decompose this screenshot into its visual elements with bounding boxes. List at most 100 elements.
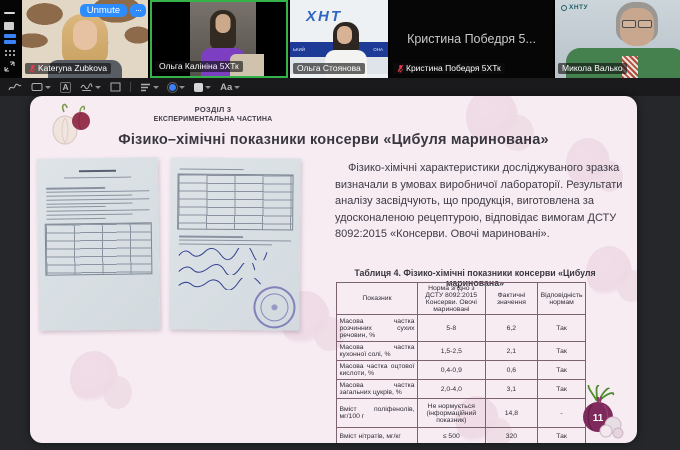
chevron-down-icon: [234, 85, 241, 89]
table-cell: ≤ 500: [416, 427, 486, 443]
table-cell: Масова частка загальних цукрів, %: [336, 379, 418, 399]
table-cell: 3,1: [484, 379, 539, 399]
slide-section-header: РОЗДІЛ 3 ЕКСПЕРИМЕНТАЛЬНА ЧАСТИНА: [108, 105, 318, 123]
chevron-down-icon: [95, 85, 102, 89]
onion-watermark: [566, 138, 624, 192]
table-header-cell: Фактичні значення: [484, 282, 539, 315]
table-cell: 2,0-4,0: [416, 379, 486, 399]
muted-mic-icon: [397, 64, 404, 73]
scanned-document-page-1: [36, 157, 161, 331]
university-logo: ХНТУ: [561, 4, 588, 11]
table-cell: -: [537, 398, 586, 428]
section-subtitle: ЕКСПЕРИМЕНТАЛЬНА ЧАСТИНА: [153, 116, 273, 123]
signature-tool-icon[interactable]: [80, 82, 102, 92]
chevron-down-icon: [179, 85, 186, 89]
expand-view-icon[interactable]: [4, 61, 15, 72]
slide-paragraph: Фізико-хімічні характеристики досліджува…: [335, 162, 623, 240]
annotation-toolbar: A Aa: [0, 78, 680, 96]
slide-title: Фізико–хімічні показники консерви «Цибул…: [118, 132, 549, 148]
speaker-view-icon[interactable]: [4, 22, 14, 30]
line-weight-icon[interactable]: [140, 83, 160, 92]
text-style-button[interactable]: Aa: [220, 82, 241, 93]
table-cell: 14,8: [484, 398, 539, 428]
participant-tile-kateryna[interactable]: Unmute ··· Kateryna Zubkova: [22, 0, 148, 78]
participant-name: Кристина Победря 5ХТк: [406, 63, 501, 73]
onion-watermark: [466, 96, 534, 151]
table-cell: 5-8: [416, 314, 486, 342]
muted-mic-icon: [29, 64, 36, 73]
signature-icon: [178, 247, 268, 261]
name-tag: Kateryna Zubkova: [25, 63, 111, 74]
grid-view-icon[interactable]: [4, 49, 16, 58]
video-gallery-strip: Unmute ··· Kateryna Zubkova Ольга Каліні: [0, 0, 680, 78]
stroke-color-swatch[interactable]: [168, 82, 186, 92]
presentation-slide: РОЗДІЛ 3 ЕКСПЕРИМЕНТАЛЬНА ЧАСТИНА Фізико…: [30, 96, 637, 443]
participant-tile-kalinina[interactable]: Ольга Калініна 5ХТк: [150, 0, 288, 78]
table-cell: Вміст нітратів, мг/кг: [336, 427, 418, 443]
table-row: Масова частка розчинних сухих речовин, %…: [336, 314, 586, 342]
table-cell: 1,5-2,5: [416, 341, 486, 361]
document-table: [44, 222, 153, 276]
draw-tool-icon[interactable]: [8, 82, 22, 92]
table-row: Масова частка оцтової кислоти, % 0,4-0,9…: [336, 360, 586, 380]
view-controls: [0, 0, 21, 78]
minimize-view-icon[interactable]: [4, 12, 15, 14]
signature-row: [177, 262, 293, 276]
onion-watermark: [586, 246, 637, 303]
blue-color-dot-icon: [168, 82, 178, 92]
screen-share-area: A Aa: [0, 78, 680, 450]
table-cell: Масова частка кухонної солі, %: [336, 341, 418, 361]
table-cell: 2,1: [484, 341, 539, 361]
document-table: [177, 173, 294, 231]
table-header-cell: Показник: [336, 282, 418, 315]
more-options-button[interactable]: ···: [130, 4, 146, 17]
participant-name: Ольга Калініна 5ХТк: [159, 61, 239, 71]
participant-name: Микола Валько: [562, 63, 623, 73]
table-cell: Так: [537, 360, 586, 380]
indicators-table: Показник Норма згідно з ДСТУ 8092:2015 К…: [336, 282, 586, 443]
participant-tile-stoyanova[interactable]: ХНТ ЬКИЙ ОНА Ольга Стоянова: [290, 0, 388, 78]
page-number: 11: [593, 413, 604, 424]
selection-tool-icon[interactable]: [110, 82, 121, 92]
signature-icon: [178, 262, 256, 276]
name-tag: Ольга Калініна 5ХТк: [155, 61, 243, 72]
table-row: Масова частка загальних цукрів, % 2,0-4,…: [336, 379, 586, 399]
participant-name: Kateryna Zubkova: [38, 63, 107, 73]
table-cell: 0,4-0,9: [416, 360, 486, 380]
table-cell: Масова частка оцтової кислоти, %: [336, 360, 418, 380]
table-cell: Вміст поліфенолів, мг/100 г: [336, 398, 418, 428]
fill-square-icon: [194, 82, 204, 92]
section-title: РОЗДІЛ 3: [194, 105, 232, 114]
logo-circle-icon: [561, 4, 567, 11]
table-header-cell: Відповідність нормам: [537, 282, 586, 315]
shapes-tool-icon[interactable]: [31, 82, 51, 92]
onion-illustration: [52, 103, 90, 145]
fill-color-swatch[interactable]: [194, 82, 212, 92]
participant-tile-valko[interactable]: ХНТУ Микола Валько: [555, 0, 680, 78]
signature-row: [177, 247, 293, 261]
table-cell: Так: [537, 427, 586, 443]
table-row: Масова частка кухонної солі, % 1,5-2,5 2…: [336, 341, 586, 361]
text-tool-icon[interactable]: A: [60, 81, 72, 93]
table-cell: 0,6: [484, 360, 539, 380]
signature-icon: [178, 277, 262, 291]
table-row: Вміст нітратів, мг/кг ≤ 500 320 Так: [336, 427, 586, 443]
table-header-row: Показник Норма згідно з ДСТУ 8092:2015 К…: [336, 282, 586, 315]
table-cell: 320: [484, 427, 539, 443]
table-header-cell: Норма згідно з ДСТУ 8092:2015 Консерви. …: [416, 282, 486, 315]
table-cell: Так: [537, 341, 586, 361]
table-row: Вміст поліфенолів, мг/100 г Не нормуєтьс…: [336, 398, 586, 428]
glasses: [622, 20, 652, 28]
page-number-onion: 11: [583, 385, 624, 439]
camera-off-name: Кристина Победря 5...: [407, 32, 536, 46]
table-cell: Не нормується (інформаційний показник): [416, 398, 486, 428]
unmute-button[interactable]: Unmute: [79, 4, 127, 17]
name-tag: Микола Валько: [558, 63, 627, 74]
name-tag: Ольга Стоянова: [293, 63, 365, 74]
gallery-strip-view-icon[interactable]: [4, 34, 16, 44]
name-tag: Кристина Победря 5ХТк: [393, 63, 505, 74]
participant-tile-pobedria[interactable]: Кристина Победря 5... Кристина Победря 5…: [390, 0, 553, 78]
table-cell: Масова частка розчинних сухих речовин, %: [336, 314, 418, 342]
participant-name: Ольга Стоянова: [297, 63, 361, 73]
